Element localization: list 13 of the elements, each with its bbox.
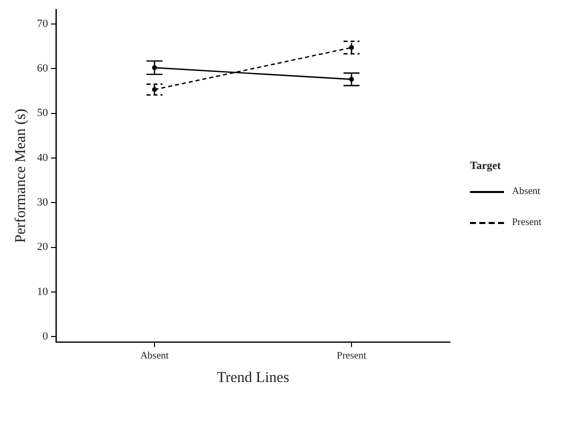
y-tick-label: 0 (42, 330, 48, 343)
y-tick-label: 60 (37, 62, 48, 74)
x-axis-title: Trend Lines (216, 370, 290, 386)
y-tick-label: 30 (37, 196, 48, 208)
y-tick-label: 70 (37, 18, 48, 30)
legend-label: Present (512, 217, 542, 228)
y-tick-label: 10 (37, 286, 48, 298)
y-tick-label: 20 (37, 241, 48, 254)
y-axis-title: Performance Mean (s) (12, 108, 29, 243)
y-tick-label: 40 (37, 152, 48, 164)
y-tick-label: 50 (37, 107, 48, 120)
legend-label: Absent (512, 186, 540, 197)
legend-title: Target (470, 160, 502, 172)
